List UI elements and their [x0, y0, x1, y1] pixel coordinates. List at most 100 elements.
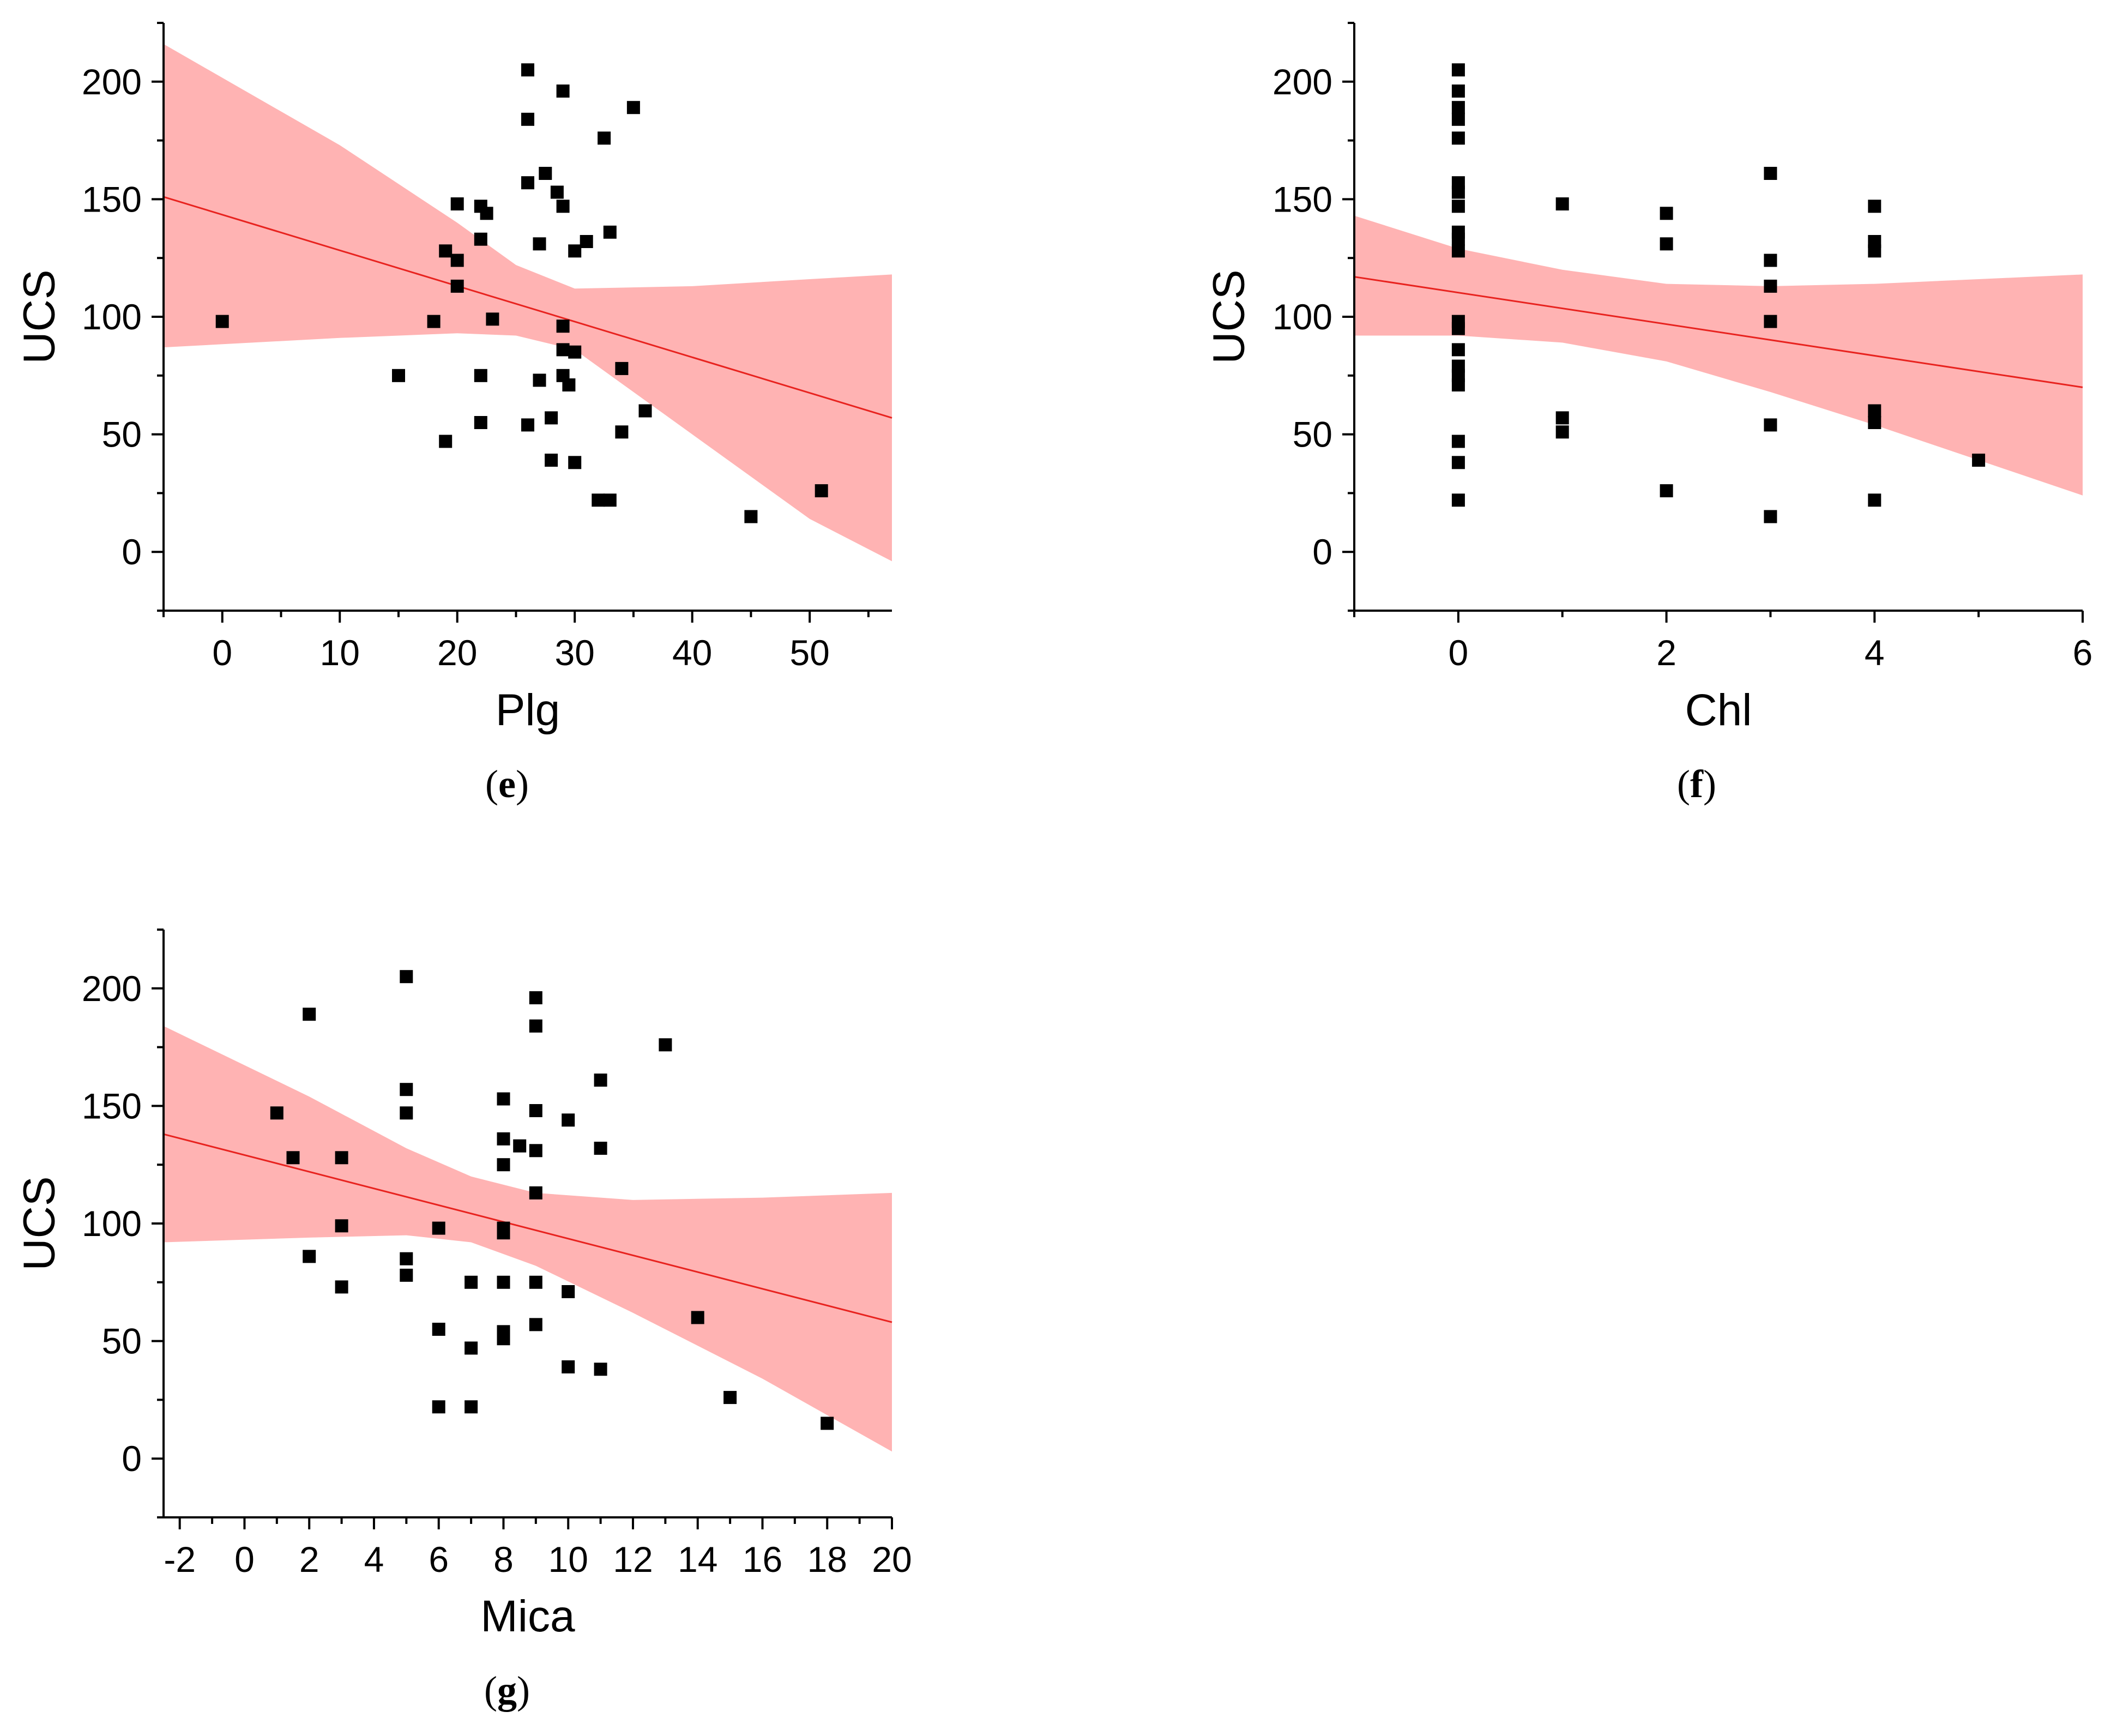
- fit-line: [163, 1133, 892, 1323]
- x-tick-label: 18: [807, 1539, 847, 1580]
- data-point: [465, 1400, 478, 1414]
- x-tick-label: 6: [2073, 632, 2093, 673]
- x-tick-label: 4: [1865, 632, 1885, 673]
- y-tick-label: 150: [82, 179, 142, 219]
- y-axis-title: UCS: [15, 1176, 64, 1270]
- x-tick-label: 10: [320, 632, 360, 673]
- y-tick-label: 50: [1293, 414, 1332, 455]
- x-tick-label: 20: [872, 1539, 912, 1580]
- y-tick-label: 50: [102, 414, 142, 455]
- data-point: [1868, 404, 1881, 418]
- data-point: [529, 1318, 542, 1331]
- data-point: [562, 1113, 575, 1127]
- data-point: [450, 197, 464, 210]
- chart-panel-g: 0 50 100 150 200 -2 0 2 4 6 8 10 12 14 16 18 20 Mica UCS (g…: [15, 929, 912, 1712]
- confidence-band: [164, 44, 892, 562]
- y-tick-label: 100: [1272, 297, 1332, 337]
- data-point: [432, 1323, 445, 1336]
- x-axis-title: Chl: [1685, 685, 1752, 735]
- data-point: [615, 425, 629, 439]
- y-tick-label: 200: [1272, 62, 1332, 102]
- data-point: [1451, 112, 1465, 126]
- panel-caption: (f): [1677, 762, 1716, 806]
- data-point: [497, 1221, 510, 1235]
- data-point: [1451, 101, 1465, 114]
- data-point: [513, 1139, 527, 1153]
- data-point: [400, 1268, 413, 1282]
- panel-caption: (e): [485, 762, 529, 806]
- x-tick-label: 0: [234, 1539, 255, 1580]
- chart-panel-f: 0 50 100 150 200 0 2 4 6 Chl UCS (f): [1204, 22, 2093, 806]
- data-point: [815, 484, 828, 498]
- data-point: [562, 1285, 575, 1298]
- data-point: [562, 378, 576, 391]
- data-point: [1764, 510, 1777, 523]
- data-point: [598, 131, 611, 145]
- x-axis-title: Mica: [480, 1592, 575, 1641]
- fit-line: [1354, 276, 2083, 388]
- data-point: [556, 85, 570, 98]
- data-point: [497, 1132, 510, 1146]
- data-point: [465, 1275, 478, 1289]
- data-point: [603, 225, 617, 239]
- data-point: [626, 101, 640, 114]
- data-point: [439, 244, 453, 258]
- data-point: [1868, 493, 1881, 507]
- data-point: [497, 1325, 510, 1339]
- data-point: [744, 510, 758, 523]
- data-point: [465, 1341, 478, 1355]
- data-point: [545, 411, 558, 425]
- x-tick-label: 14: [678, 1539, 717, 1580]
- y-tick-label: 200: [82, 62, 142, 102]
- scatter-points: [215, 63, 828, 523]
- data-point: [1764, 418, 1777, 432]
- x-axis-title: Plg: [496, 685, 560, 735]
- data-point: [303, 1250, 316, 1263]
- data-point: [568, 456, 582, 469]
- y-tick-label: 150: [1272, 179, 1332, 219]
- scatter-points: [270, 970, 834, 1430]
- x-tick-label: 40: [672, 632, 712, 673]
- data-point: [439, 435, 453, 448]
- x-tick-label: 10: [548, 1539, 588, 1580]
- data-point: [1660, 484, 1673, 498]
- data-point: [427, 315, 441, 328]
- data-point: [1868, 235, 1881, 248]
- data-point: [638, 404, 652, 418]
- data-point: [529, 1019, 542, 1033]
- data-point: [1660, 207, 1673, 220]
- data-point: [562, 1360, 575, 1373]
- data-point: [1451, 343, 1465, 357]
- data-point: [480, 207, 493, 220]
- data-point: [497, 1275, 510, 1289]
- data-point: [1660, 237, 1673, 251]
- data-point: [615, 361, 629, 375]
- data-point: [400, 1252, 413, 1265]
- data-point: [529, 1186, 542, 1199]
- y-tick-label: 0: [122, 532, 142, 572]
- x-tick-label: 2: [1656, 632, 1676, 673]
- data-point: [1451, 493, 1465, 507]
- data-point: [474, 232, 487, 246]
- data-point: [1451, 244, 1465, 258]
- data-point: [1555, 197, 1569, 210]
- data-point: [335, 1280, 348, 1294]
- data-point: [286, 1151, 300, 1165]
- data-point: [1451, 315, 1465, 328]
- fit-line: [163, 196, 892, 419]
- data-point: [1555, 425, 1569, 439]
- data-point: [1451, 359, 1465, 373]
- data-point: [594, 1363, 607, 1376]
- data-point: [400, 1106, 413, 1120]
- data-point: [474, 416, 487, 429]
- data-point: [1868, 416, 1881, 429]
- y-tick-label: 0: [1312, 532, 1332, 572]
- data-point: [432, 1221, 445, 1235]
- x-tick-label: 6: [429, 1539, 449, 1580]
- data-point: [529, 1104, 542, 1117]
- data-point: [1451, 435, 1465, 448]
- scatter-points: [1451, 63, 1986, 523]
- confidence-band: [164, 1026, 892, 1452]
- data-point: [594, 1074, 607, 1087]
